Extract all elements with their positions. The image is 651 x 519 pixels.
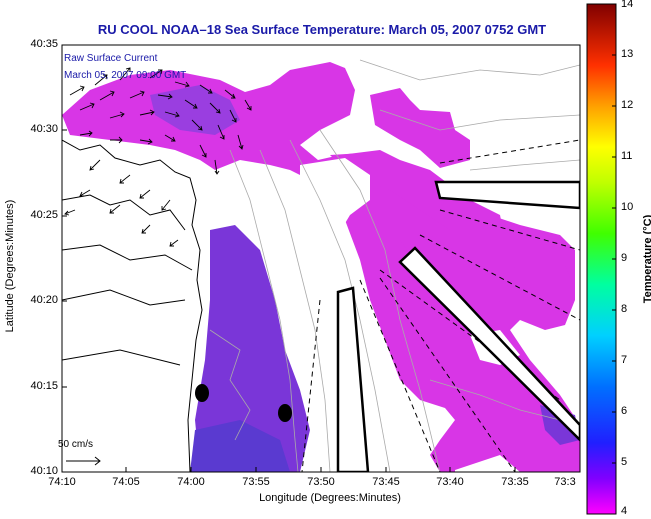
- station-marker: [278, 404, 292, 422]
- colorbar-tick-label: 13: [621, 48, 634, 60]
- y-tick-label: 40:20: [30, 294, 58, 306]
- x-tick-label: 73:50: [307, 476, 335, 488]
- y-tick-label: 40:35: [30, 38, 58, 50]
- x-axis-ticks: [61, 44, 516, 473]
- x-tick-label: 73:55: [242, 476, 270, 488]
- colorbar-label: Temperature (°C): [642, 214, 651, 304]
- sst-patch-e: [400, 235, 575, 310]
- legend-current-date: March 05, 2007 09:00 GMT: [64, 70, 187, 81]
- x-axis-label: Longitude (Degrees:Minutes): [259, 492, 401, 504]
- y-tick-label: 40:30: [30, 123, 58, 135]
- land: [62, 140, 200, 472]
- y-axis-label: Latitude (Degrees:Minutes): [4, 199, 16, 333]
- colorbar-tick-label: 6: [621, 405, 628, 417]
- x-tick-label: 73:3: [554, 476, 576, 488]
- x-tick-label: 74:10: [48, 476, 76, 488]
- colorbar-tick-label: 7: [621, 354, 628, 366]
- x-tick-label: 73:45: [372, 476, 400, 488]
- colorbar-tick-label: 8: [621, 303, 628, 315]
- x-tick-label: 74:00: [177, 476, 205, 488]
- bathymetry-contours: [209, 59, 580, 472]
- sst-cool-south: [190, 420, 290, 472]
- sst-cool-north: [150, 85, 240, 135]
- colorbar-tick-label: 5: [621, 456, 628, 468]
- transect-boxes: [336, 180, 580, 472]
- station-marker: [195, 384, 209, 402]
- colorbar-ticks: [612, 54, 616, 464]
- colorbar-tick-label: 10: [621, 201, 634, 213]
- x-tick-label: 73:35: [501, 476, 529, 488]
- x-tick-label: 73:40: [436, 476, 464, 488]
- scale-arrow: [66, 456, 101, 466]
- colorbar-tick-label: 11: [621, 150, 633, 162]
- current-vectors: [64, 67, 252, 247]
- y-tick-label: 40:25: [30, 209, 58, 221]
- coastline: [62, 139, 203, 472]
- y-tick-label: 40:15: [30, 380, 58, 392]
- legend-current-label: Raw Surface Current: [64, 53, 158, 64]
- scale-label: 50 cm/s: [58, 439, 94, 450]
- map-title: RU COOL NOAA–18 Sea Surface Temperature:…: [97, 22, 547, 37]
- colorbar-tick-label: 9: [621, 252, 628, 264]
- colorbar-tick-label: 4: [621, 505, 628, 517]
- x-tick-label: 74:05: [112, 476, 140, 488]
- colorbar: [586, 3, 617, 515]
- y-tick-label: 40:10: [30, 465, 58, 477]
- dashed-sector-lines: [301, 139, 580, 472]
- sst-patch-ne2: [330, 152, 505, 245]
- colorbar-tick-label: 12: [621, 99, 634, 111]
- colorbar-tick-label: 14: [621, 0, 634, 10]
- sst-field: [62, 62, 580, 472]
- sst-patch-ne: [370, 88, 470, 168]
